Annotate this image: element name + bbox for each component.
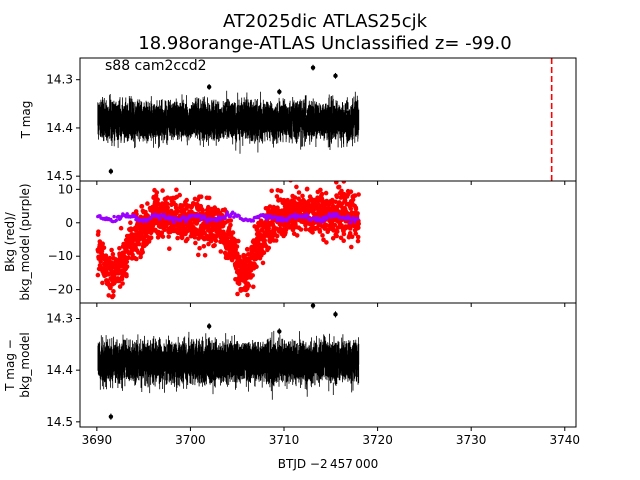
figure-title-line-2: 18.98orange-ATLAS Unclassified z= -99.0 — [138, 33, 511, 54]
y-tick-label-1-0: 10 — [58, 182, 73, 196]
panel-tmag: 14.3 14.4 14.5 T mag — [19, 57, 577, 185]
y-tick-label-1-2: −10 — [48, 249, 73, 263]
y-tick-label-0-2: 14.5 — [46, 169, 73, 183]
x-tick-label-4: 3730 — [456, 433, 487, 447]
x-tick-label-5: 3740 — [549, 433, 580, 447]
x-axis-label: BTJD −2 457 000 — [278, 457, 378, 471]
y-tick-label-2-2: 14.5 — [46, 415, 73, 429]
sector-camera-annotation: s88 cam2ccd2 — [105, 58, 207, 74]
panel-1-data — [95, 181, 362, 300]
axes-frame-2 — [79, 302, 577, 428]
x-tick-label-0: 3690 — [82, 433, 113, 447]
y-tick-label-0-0: 14.3 — [46, 73, 73, 87]
error-bar-series — [97, 330, 360, 400]
y-axis-label-1-0: Bkg (red)/ — [3, 211, 17, 272]
panel-background: 10 0 −10 −20 Bkg (red)/bkg_model (purple) — [3, 180, 577, 307]
error-bar-series — [97, 90, 360, 154]
y-tick-label-1-3: −20 — [48, 283, 73, 297]
y-axis-label-2-0: T mag − — [3, 339, 17, 392]
figure-title-line-1: AT2025dic ATLAS25cjk — [223, 11, 428, 32]
panel-0-data — [97, 64, 360, 175]
y-tick-label-2-0: 14.3 — [46, 312, 73, 326]
x-tick-label-3: 3720 — [362, 433, 393, 447]
x-tick-label-1: 3700 — [175, 433, 206, 447]
x-tick-label-2: 3710 — [269, 433, 300, 447]
panel-2-data — [97, 303, 360, 420]
y-axis-label-2-1: bkg_model — [18, 332, 32, 398]
y-tick-label-2-1: 14.4 — [46, 363, 73, 377]
y-tick-label-1-1: 0 — [65, 216, 73, 230]
y-axis-label-1-1: bkg_model (purple) — [18, 183, 32, 300]
panel-tmag-minus-bkg: 14.3 14.4 14.5 3690 3700 3710 3720 3730 3740 T ma… — [3, 302, 580, 447]
y-axis-label-0-0: T mag — [19, 101, 33, 140]
y-tick-label-0-1: 14.4 — [46, 121, 73, 135]
